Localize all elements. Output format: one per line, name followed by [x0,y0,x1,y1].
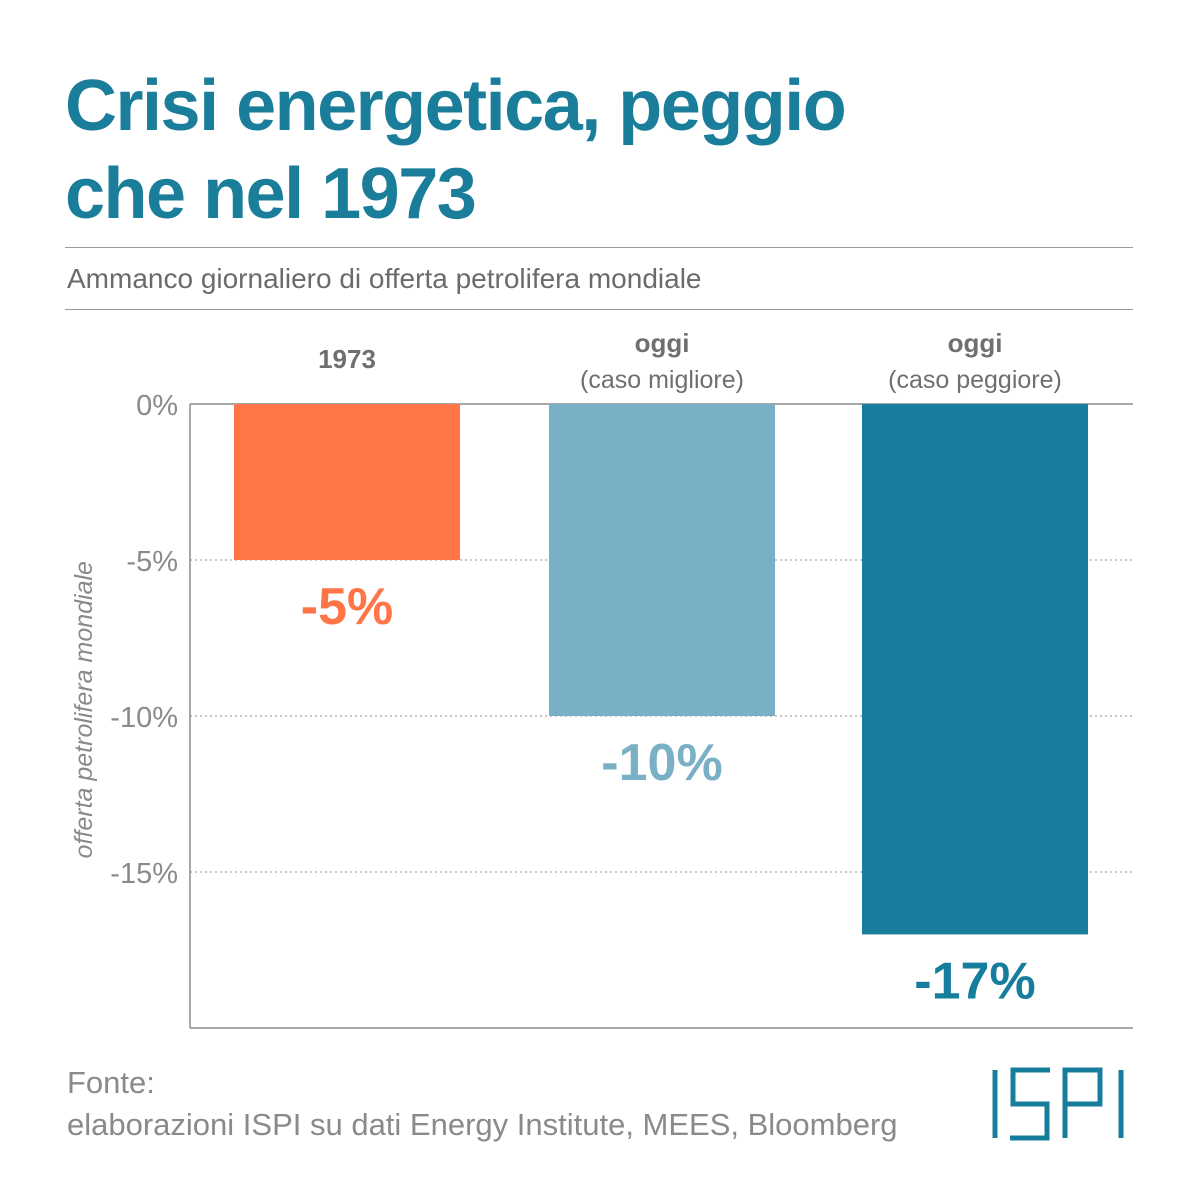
category-label: oggi [635,328,690,358]
data-label: -5% [301,578,393,636]
data-label: -17% [914,952,1035,1010]
y-tick-label: -15% [110,858,178,890]
chart-title: Crisi energetica, peggio che nel 1973 [65,62,1145,238]
y-axis-label: offerta petrolifera mondiale [70,561,98,858]
y-tick-label: 0% [136,390,178,422]
category-label: 1973 [318,344,376,374]
category-sublabel: (caso peggiore) [888,366,1062,394]
bar [234,404,460,560]
source-text: elaborazioni ISPI su dati Energy Institu… [67,1107,898,1142]
subtitle-divider [65,309,1133,310]
title-line-1: Crisi energetica, peggio [65,66,847,146]
source-label: Fonte: [67,1065,155,1100]
category-label: oggi [948,328,1003,358]
y-tick-label: -5% [126,546,178,578]
bar [549,404,775,716]
ispi-logo [992,1067,1124,1141]
data-label: -10% [601,734,722,792]
bar-chart: 0% -5% -10% -15% offerta petrolifera mondial… [70,328,1133,1029]
y-tick-label: -10% [110,702,178,734]
bar [862,404,1088,935]
category-sublabel: (caso migliore) [580,366,744,394]
chart-subtitle: Ammanco giornaliero di offerta petrolife… [67,263,702,294]
top-divider [65,247,1133,248]
title-line-2: che nel 1973 [65,154,477,234]
